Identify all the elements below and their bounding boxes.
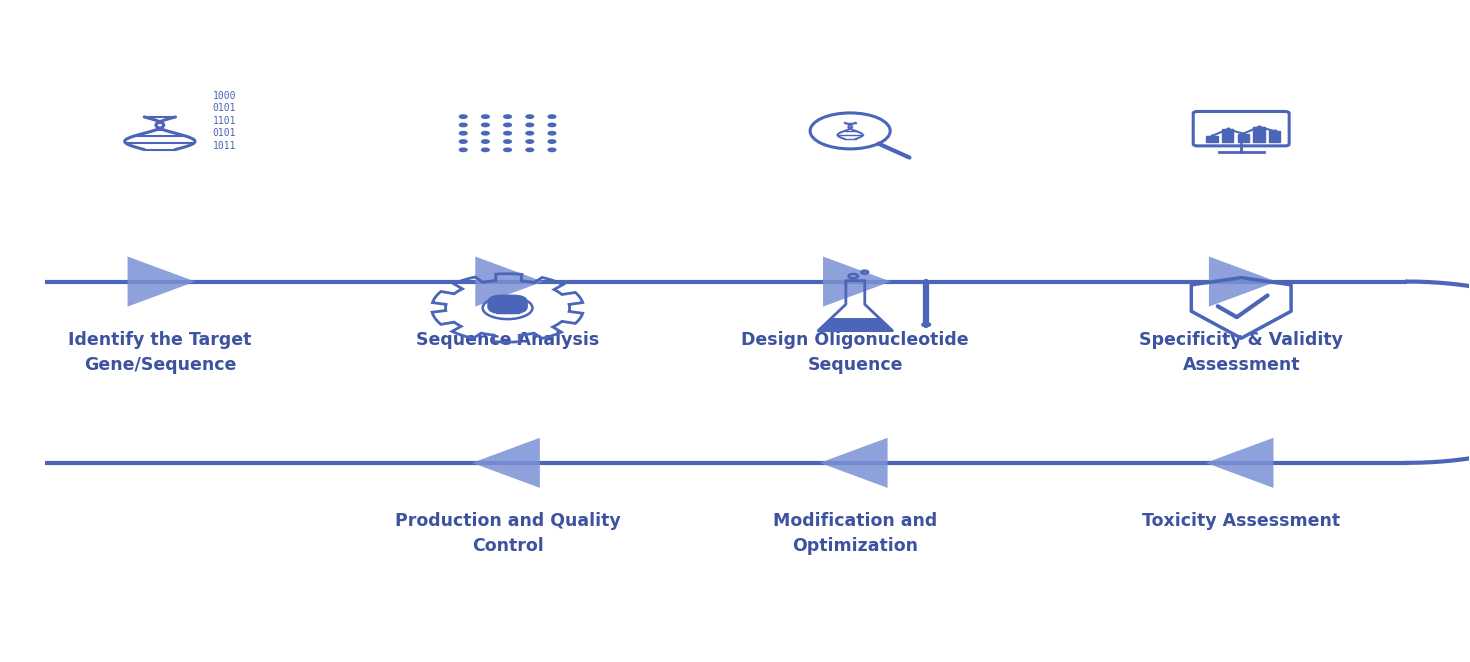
Circle shape	[526, 140, 534, 143]
Text: Identify the Target
Gene/Sequence: Identify the Target Gene/Sequence	[68, 331, 251, 374]
Circle shape	[482, 123, 490, 126]
Polygon shape	[472, 438, 539, 488]
Circle shape	[482, 115, 490, 118]
Circle shape	[460, 123, 467, 126]
Circle shape	[526, 132, 534, 135]
Circle shape	[526, 115, 534, 118]
Circle shape	[548, 115, 556, 118]
Bar	[1238, 134, 1250, 142]
Circle shape	[460, 132, 467, 135]
Text: 1000
0101
1101
0101
1011: 1000 0101 1101 0101 1011	[213, 91, 237, 150]
Circle shape	[526, 148, 534, 152]
Text: Sequence Analysis: Sequence Analysis	[416, 331, 600, 349]
Circle shape	[548, 140, 556, 143]
FancyBboxPatch shape	[488, 295, 528, 313]
Text: Toxicity Assessment: Toxicity Assessment	[1142, 512, 1341, 530]
Bar	[497, 307, 519, 314]
Circle shape	[504, 140, 512, 143]
Circle shape	[482, 140, 490, 143]
Polygon shape	[820, 438, 888, 488]
Circle shape	[504, 115, 512, 118]
Polygon shape	[819, 318, 892, 331]
Bar	[1269, 131, 1280, 142]
Text: Production and Quality
Control: Production and Quality Control	[395, 512, 620, 555]
Circle shape	[460, 140, 467, 143]
Circle shape	[460, 115, 467, 118]
Bar	[1254, 127, 1264, 142]
Polygon shape	[128, 256, 196, 307]
Circle shape	[548, 123, 556, 126]
Circle shape	[482, 148, 490, 152]
Polygon shape	[1205, 438, 1273, 488]
Circle shape	[504, 148, 512, 152]
Circle shape	[548, 148, 556, 152]
Circle shape	[548, 132, 556, 135]
Text: Modification and
Optimization: Modification and Optimization	[773, 512, 938, 555]
Polygon shape	[823, 256, 891, 307]
Circle shape	[922, 322, 931, 326]
Circle shape	[504, 123, 512, 126]
Circle shape	[482, 132, 490, 135]
Circle shape	[526, 123, 534, 126]
Polygon shape	[475, 256, 542, 307]
Circle shape	[504, 132, 512, 135]
Circle shape	[460, 148, 467, 152]
Polygon shape	[1208, 256, 1277, 307]
Text: Specificity & Validity
Assessment: Specificity & Validity Assessment	[1139, 331, 1344, 374]
Bar	[1207, 136, 1217, 142]
Bar	[1222, 129, 1233, 142]
Text: Design Oligonucleotide
Sequence: Design Oligonucleotide Sequence	[741, 331, 969, 374]
